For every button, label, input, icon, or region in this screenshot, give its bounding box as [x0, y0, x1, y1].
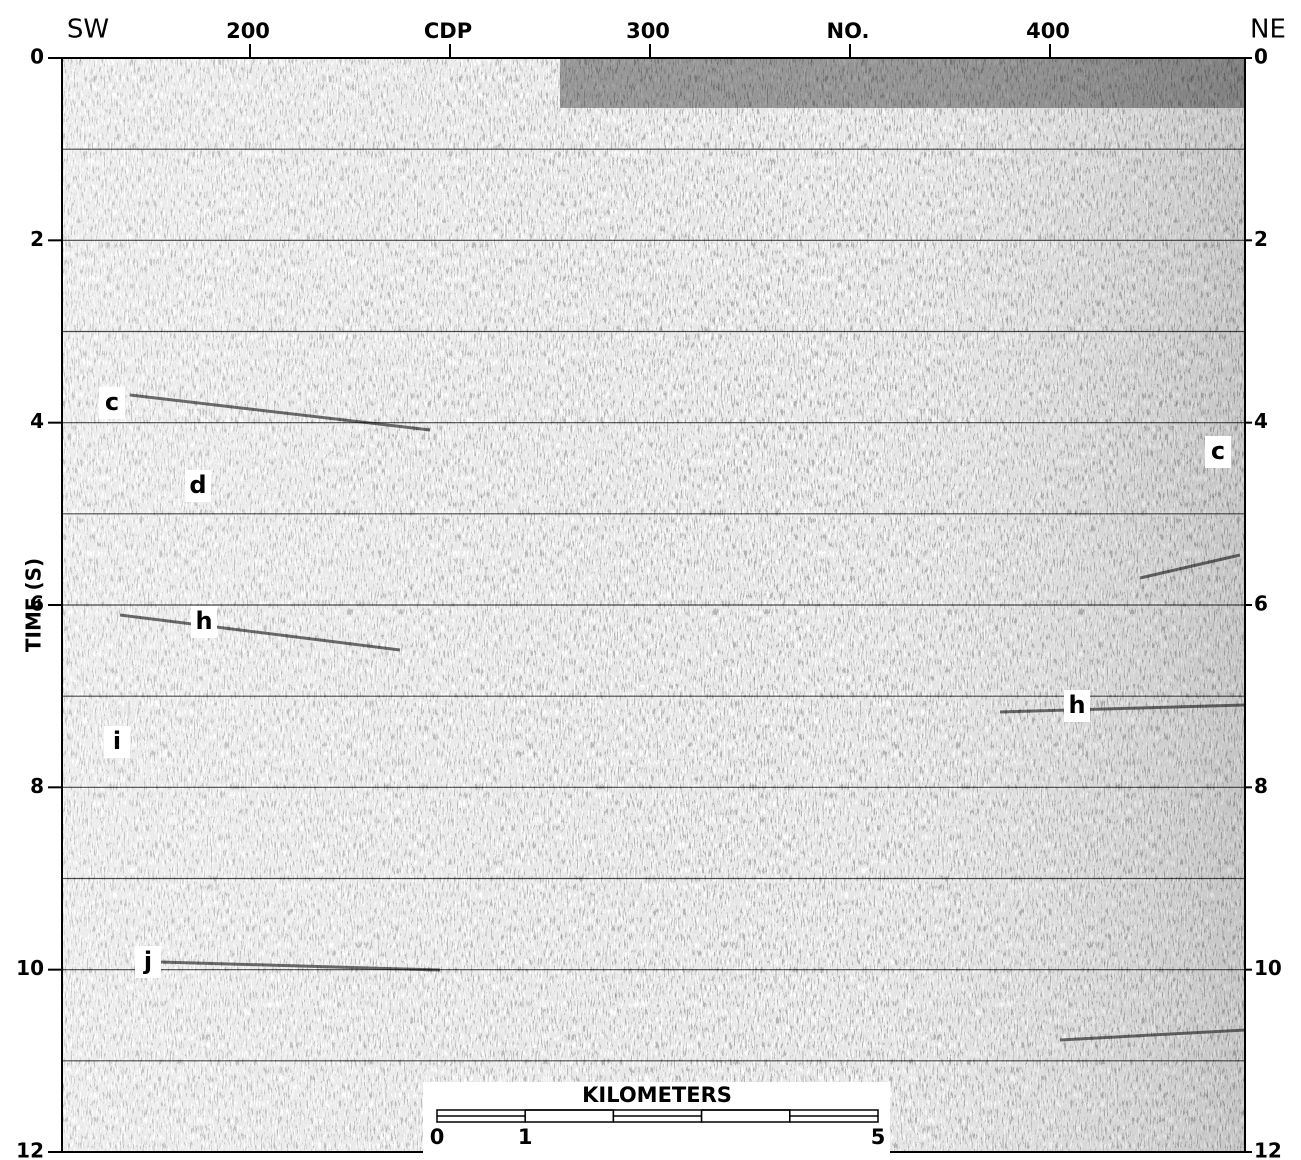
horizon-label: j	[143, 947, 152, 975]
horizon-label: h	[195, 607, 212, 635]
horizon-label: i	[113, 727, 121, 755]
horizon-label: c	[1211, 437, 1225, 465]
x-tick-label: NO.	[827, 19, 870, 43]
end-label: SW	[67, 15, 109, 45]
figure: KILOMETERS015 TIME (S) 02468101202468101…	[0, 0, 1301, 1160]
y-tick-label: 0	[30, 45, 44, 69]
y-tick-label: 2	[1254, 227, 1268, 251]
horizon-label: d	[189, 471, 206, 499]
x-tick-label: 300	[626, 19, 670, 43]
y-tick-label: 12	[16, 1139, 44, 1160]
y-tick-label: 6	[1254, 592, 1268, 616]
scale-label: 1	[518, 1125, 533, 1149]
scale-title: KILOMETERS	[582, 1083, 732, 1107]
y-tick-label: 12	[1254, 1139, 1282, 1160]
y-tick-label: 10	[16, 956, 44, 980]
y-tick-label: 10	[1254, 956, 1282, 980]
y-tick-label: 6	[30, 592, 44, 616]
scale-segment	[702, 1110, 790, 1122]
scale-segment	[525, 1110, 613, 1122]
seismic-section: KILOMETERS015 TIME (S) 02468101202468101…	[0, 0, 1301, 1160]
scale-label: 5	[871, 1125, 886, 1149]
scale-bar: KILOMETERS 0 1 5	[423, 1082, 890, 1160]
x-tick-label: 200	[226, 19, 270, 43]
end-label: NE	[1250, 15, 1286, 45]
dark-band	[560, 58, 1245, 108]
horizon-label: c	[105, 388, 119, 416]
x-tick-label: CDP	[424, 19, 472, 43]
y-tick-label: 4	[1254, 409, 1268, 433]
y-tick-label: 0	[1254, 45, 1268, 69]
y-tick-label: 8	[30, 774, 44, 798]
y-tick-label: 4	[30, 409, 44, 433]
x-tick-label: 400	[1026, 19, 1070, 43]
scale-label: 0	[430, 1125, 445, 1149]
horizon-label: h	[1068, 691, 1085, 719]
y-tick-label: 2	[30, 227, 44, 251]
y-tick-label: 8	[1254, 774, 1268, 798]
